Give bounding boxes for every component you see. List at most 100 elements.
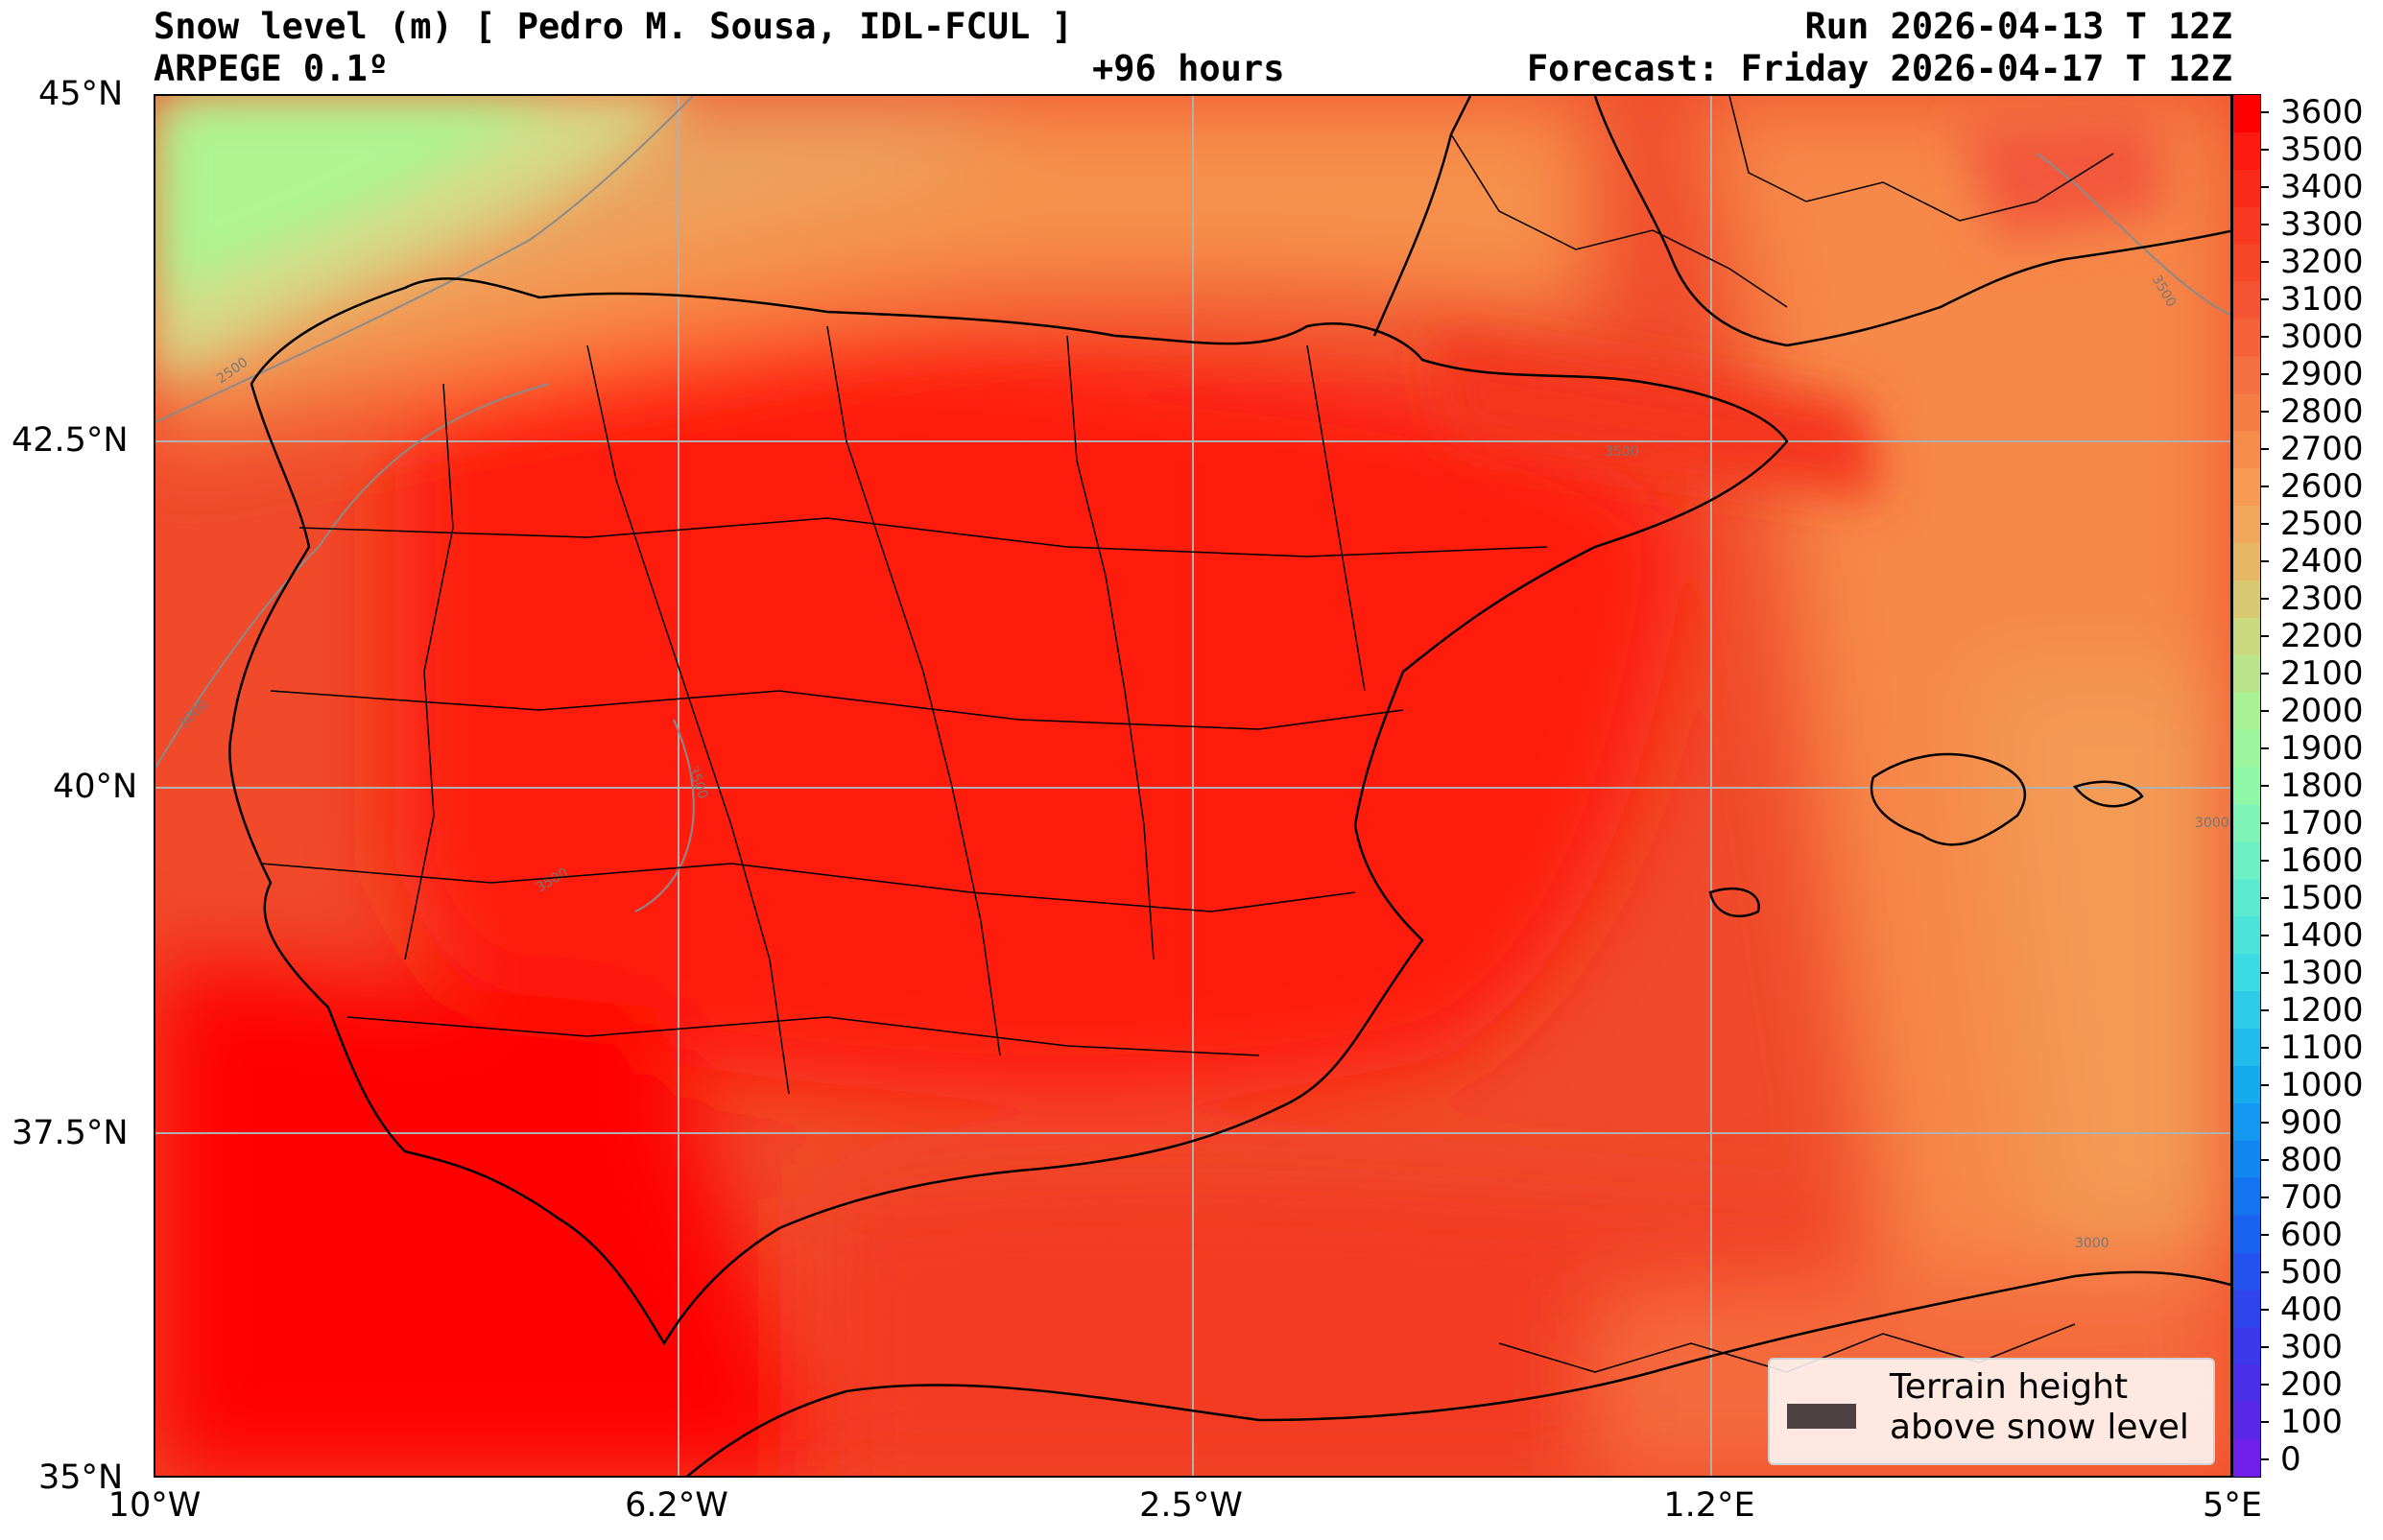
lat-label: 42.5°N [12, 421, 129, 460]
colorbar-tick [2261, 673, 2269, 675]
colorbar-tick [2261, 598, 2269, 601]
colorbar-tick-label: 2000 [2280, 692, 2364, 731]
colorbar-tick-label: 3400 [2280, 168, 2364, 207]
colorbar-tick [2261, 373, 2269, 376]
map-panel: 2500 3000 3500 3500 3500 3000 3500 3000 [154, 94, 2232, 1478]
colorbar-tick-label: 800 [2280, 1140, 2343, 1179]
lon-label: 1.2°E [1663, 1486, 1755, 1525]
colorbar-tick-label: 2200 [2280, 617, 2364, 656]
colorbar-tick [2261, 1233, 2269, 1236]
colorbar-tick-label: 700 [2280, 1177, 2343, 1217]
colorbar-tick [2261, 448, 2269, 451]
terrain-swatch [1787, 1404, 1856, 1429]
colorbar-tick-label: 300 [2280, 1327, 2343, 1366]
colorbar-tick-label: 2300 [2280, 580, 2364, 619]
colorbar-tick [2261, 1196, 2269, 1198]
colorbar-tick [2261, 710, 2269, 713]
colorbar-tick [2261, 149, 2269, 152]
colorbar-tick [2261, 1046, 2269, 1049]
colorbar-tick [2261, 1083, 2269, 1086]
colorbar-tick [2261, 1420, 2269, 1423]
colorbar-tick-label: 2700 [2280, 430, 2364, 469]
lon-label: 10°W [107, 1486, 202, 1525]
model-name: ARPEGE 0.1º [154, 48, 390, 89]
colorbar-tick-label: 500 [2280, 1252, 2343, 1291]
colorbar-tick-label: 2800 [2280, 392, 2364, 432]
colorbar-tick-label: 3600 [2280, 93, 2364, 132]
colorbar-tick-label: 2500 [2280, 505, 2364, 544]
colorbar [2232, 94, 2261, 1478]
colorbar-tick-label: 1300 [2280, 953, 2364, 992]
lead-time: +96 hours [1092, 48, 1285, 89]
colorbar-tick [2261, 1308, 2269, 1311]
colorbar-tick [2261, 1457, 2269, 1460]
lat-label: 40°N [53, 768, 138, 806]
colorbar-tick [2261, 224, 2269, 226]
colorbar-tick-label: 100 [2280, 1402, 2343, 1441]
colorbar-tick [2261, 523, 2269, 526]
colorbar-tick-label: 3100 [2280, 280, 2364, 320]
contour-label: 3000 [2195, 816, 2229, 831]
colorbar-tick-label: 2900 [2280, 355, 2364, 394]
legend: Terrain height above snow level [1768, 1358, 2215, 1465]
colorbar-tick [2261, 1345, 2269, 1348]
colorbar-tick [2261, 411, 2269, 414]
colorbar-tick [2261, 111, 2269, 114]
colorbar-tick [2261, 971, 2269, 974]
contours [155, 96, 2230, 912]
colorbar-tick [2261, 261, 2269, 264]
map-title: Snow level (m) [ Pedro M. Sousa, IDL-FCU… [154, 6, 1073, 47]
colorbar-tick-label: 3300 [2280, 205, 2364, 245]
colorbar-tick [2261, 747, 2269, 750]
lat-label: 35°N [38, 1458, 124, 1497]
colorbar-tick [2261, 635, 2269, 638]
graticule [155, 96, 2230, 1476]
lon-label: 5°E [2203, 1486, 2262, 1525]
colorbar-tick [2261, 859, 2269, 862]
colorbar-tick-label: 1100 [2280, 1028, 2364, 1067]
colorbar-tick [2261, 1158, 2269, 1161]
colorbar-tick [2261, 560, 2269, 563]
colorbar-tick-label: 1200 [2280, 990, 2364, 1030]
run-time: Run 2026-04-13 T 12Z [1804, 6, 2232, 47]
lon-label: 6.2°W [625, 1486, 728, 1525]
colorbar-tick [2261, 1121, 2269, 1124]
legend-text: Terrain height above snow level [1890, 1367, 2189, 1448]
colorbar-tick [2261, 821, 2269, 824]
colorbar-tick-label: 2100 [2280, 654, 2364, 694]
colorbar-tick-label: 1000 [2280, 1065, 2364, 1104]
colorbar-tick [2261, 896, 2269, 899]
colorbar-tick [2261, 934, 2269, 936]
colorbar-tick-label: 1500 [2280, 878, 2364, 917]
lon-label: 2.5°W [1139, 1486, 1243, 1525]
colorbar-tick [2261, 1008, 2269, 1011]
colorbar-tick-label: 600 [2280, 1215, 2343, 1254]
snow-level-map: 2500 3000 3500 3500 3500 3000 3500 3000 [155, 96, 2230, 1476]
colorbar-tick-label: 2600 [2280, 467, 2364, 507]
colorbar-tick-label: 1400 [2280, 915, 2364, 955]
contour-label: 3500 [1605, 444, 1639, 460]
forecast-time: Forecast: Friday 2026-04-17 T 12Z [1526, 48, 2232, 89]
lat-label: 37.5°N [12, 1114, 129, 1152]
lat-label: 45°N [38, 75, 124, 113]
colorbar-tick [2261, 785, 2269, 787]
colorbar-tick-label: 0 [2280, 1439, 2301, 1479]
colorbar-tick [2261, 1383, 2269, 1386]
colorbar-tick-label: 900 [2280, 1102, 2343, 1142]
colorbar-tick-label: 3500 [2280, 130, 2364, 170]
colorbar-tick [2261, 336, 2269, 339]
colorbar-tick [2261, 1270, 2269, 1273]
colorbar-tick [2261, 486, 2269, 488]
legend-line-1: Terrain height [1890, 1367, 2129, 1407]
legend-line-2: above snow level [1890, 1408, 2189, 1447]
colorbar-tick-label: 1600 [2280, 841, 2364, 880]
colorbar-tick-label: 3000 [2280, 318, 2364, 357]
colorbar-tick-label: 1900 [2280, 729, 2364, 769]
contour-label: 3000 [2075, 1236, 2109, 1251]
colorbar-tick-label: 3200 [2280, 243, 2364, 282]
colorbar-tick-label: 1700 [2280, 803, 2364, 842]
colorbar-tick [2261, 186, 2269, 189]
colorbar-tick-label: 1800 [2280, 767, 2364, 805]
colorbar-tick-label: 2400 [2280, 542, 2364, 581]
colorbar-tick-label: 400 [2280, 1290, 2343, 1329]
